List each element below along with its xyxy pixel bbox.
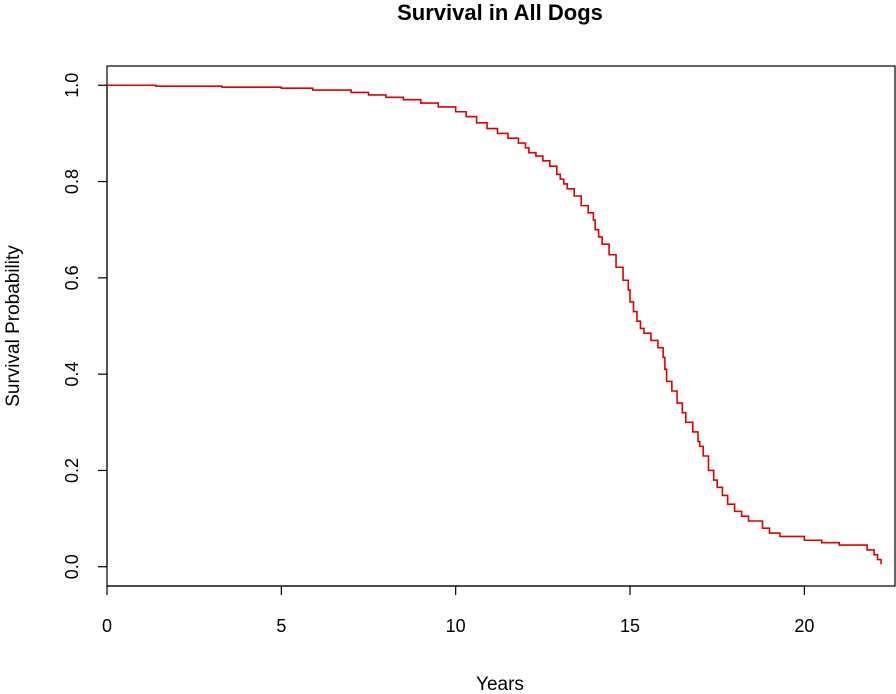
- y-tick-label: 0.8: [62, 169, 82, 194]
- plot-area-frame: [106, 65, 896, 587]
- x-axis: 0 5 10 15 20: [102, 585, 814, 636]
- x-tick-label: 5: [276, 616, 286, 636]
- x-axis-label: Years: [476, 674, 524, 694]
- y-tick-label: 0.0: [62, 554, 82, 579]
- survival-curve-line: [107, 84, 882, 565]
- x-tick-label: 15: [620, 616, 640, 636]
- chart-title: Survival in All Dogs: [397, 0, 603, 25]
- x-tick-label: 20: [794, 616, 814, 636]
- y-tick-label: 0.4: [62, 362, 82, 387]
- y-tick-label: 1.0: [62, 73, 82, 98]
- x-tick-label: 10: [446, 616, 466, 636]
- series-layer: [107, 84, 882, 565]
- x-tick-label: 0: [102, 616, 112, 636]
- y-tick-label: 0.6: [62, 265, 82, 290]
- y-axis-label: Survival Probability: [3, 245, 24, 407]
- y-axis: 0.0 0.2 0.4 0.6 0.8 1.0: [62, 73, 108, 579]
- y-tick-label: 0.2: [62, 458, 82, 483]
